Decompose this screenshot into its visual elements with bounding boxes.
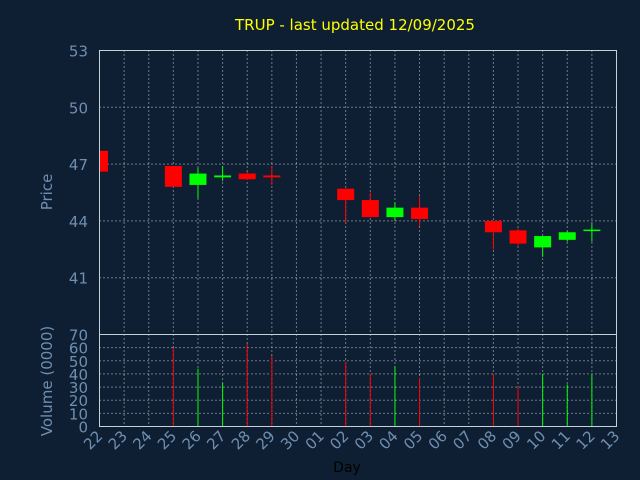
price-tick-label: 50 bbox=[69, 99, 88, 117]
volume-tick-label: 20 bbox=[69, 392, 88, 410]
volume-grid bbox=[99, 334, 617, 427]
price-tick-label: 44 bbox=[69, 213, 88, 231]
x-axis-label: Day bbox=[333, 460, 361, 476]
volume-tick-label: 10 bbox=[69, 405, 88, 423]
x-tick-label: 02 bbox=[326, 427, 352, 453]
price-tick-label: 47 bbox=[69, 156, 88, 174]
candle-body bbox=[164, 165, 182, 187]
candle-body bbox=[99, 150, 108, 172]
price-panel-frame bbox=[99, 50, 617, 335]
volume-tick-label: 0 bbox=[78, 419, 88, 437]
volume-bars bbox=[172, 343, 593, 427]
volume-tick-label: 50 bbox=[69, 353, 88, 371]
x-tick-label: 26 bbox=[179, 427, 205, 453]
x-tick-label: 04 bbox=[376, 427, 402, 453]
x-tick-label: 05 bbox=[400, 427, 426, 453]
candle-body bbox=[189, 173, 207, 185]
x-tick-label: 06 bbox=[425, 427, 451, 453]
candle-body bbox=[238, 173, 256, 180]
candle-body bbox=[558, 232, 576, 240]
x-tick-label: 28 bbox=[228, 427, 254, 453]
x-tick-label: 10 bbox=[523, 427, 549, 453]
x-tick-label: 11 bbox=[548, 427, 574, 453]
candle-body bbox=[534, 236, 552, 248]
candle-body bbox=[386, 207, 404, 218]
volume-panel-frame bbox=[99, 334, 617, 427]
price-axis-label: Price bbox=[38, 174, 56, 211]
candle-body bbox=[263, 175, 281, 178]
x-tick-label: 25 bbox=[154, 427, 180, 453]
x-tick-label: 29 bbox=[252, 427, 278, 453]
price-tick-label: 41 bbox=[69, 270, 88, 288]
candle-body bbox=[411, 207, 429, 220]
price-tick-label: 53 bbox=[69, 43, 88, 61]
volume-tick-label: 70 bbox=[69, 327, 88, 345]
candle-body bbox=[214, 175, 232, 178]
price-grid bbox=[99, 50, 617, 335]
candle-body bbox=[509, 230, 527, 244]
volume-tick-label: 30 bbox=[69, 379, 88, 397]
x-tick-label: 13 bbox=[597, 427, 623, 453]
volume-tick-label: 40 bbox=[69, 366, 88, 384]
x-tick-label: 03 bbox=[351, 427, 377, 453]
x-tick-label: 23 bbox=[105, 427, 131, 453]
chart-title: TRUP - last updated 12/09/2025 bbox=[234, 16, 475, 34]
x-tick-label: 01 bbox=[302, 427, 328, 453]
price-tick-labels: 41 44 47 50 53 bbox=[69, 43, 88, 288]
x-tick-label: 24 bbox=[129, 427, 155, 453]
volume-tick-label: 60 bbox=[69, 340, 88, 358]
x-tick-label: 09 bbox=[499, 427, 525, 453]
x-tick-label: 30 bbox=[277, 427, 303, 453]
candle-body bbox=[583, 229, 601, 232]
volume-axis-label: Volume (0000) bbox=[38, 326, 56, 436]
candle-body bbox=[361, 200, 379, 218]
candle-body bbox=[484, 220, 502, 233]
x-tick-label: 08 bbox=[474, 427, 500, 453]
x-tick-label: 07 bbox=[449, 427, 475, 453]
x-tick-label: 12 bbox=[572, 427, 598, 453]
x-tick-label: 27 bbox=[203, 427, 229, 453]
candle-body bbox=[337, 188, 355, 201]
x-tick-labels: 2223242526272829300102030405060708091011… bbox=[80, 427, 623, 453]
candles bbox=[99, 150, 601, 257]
